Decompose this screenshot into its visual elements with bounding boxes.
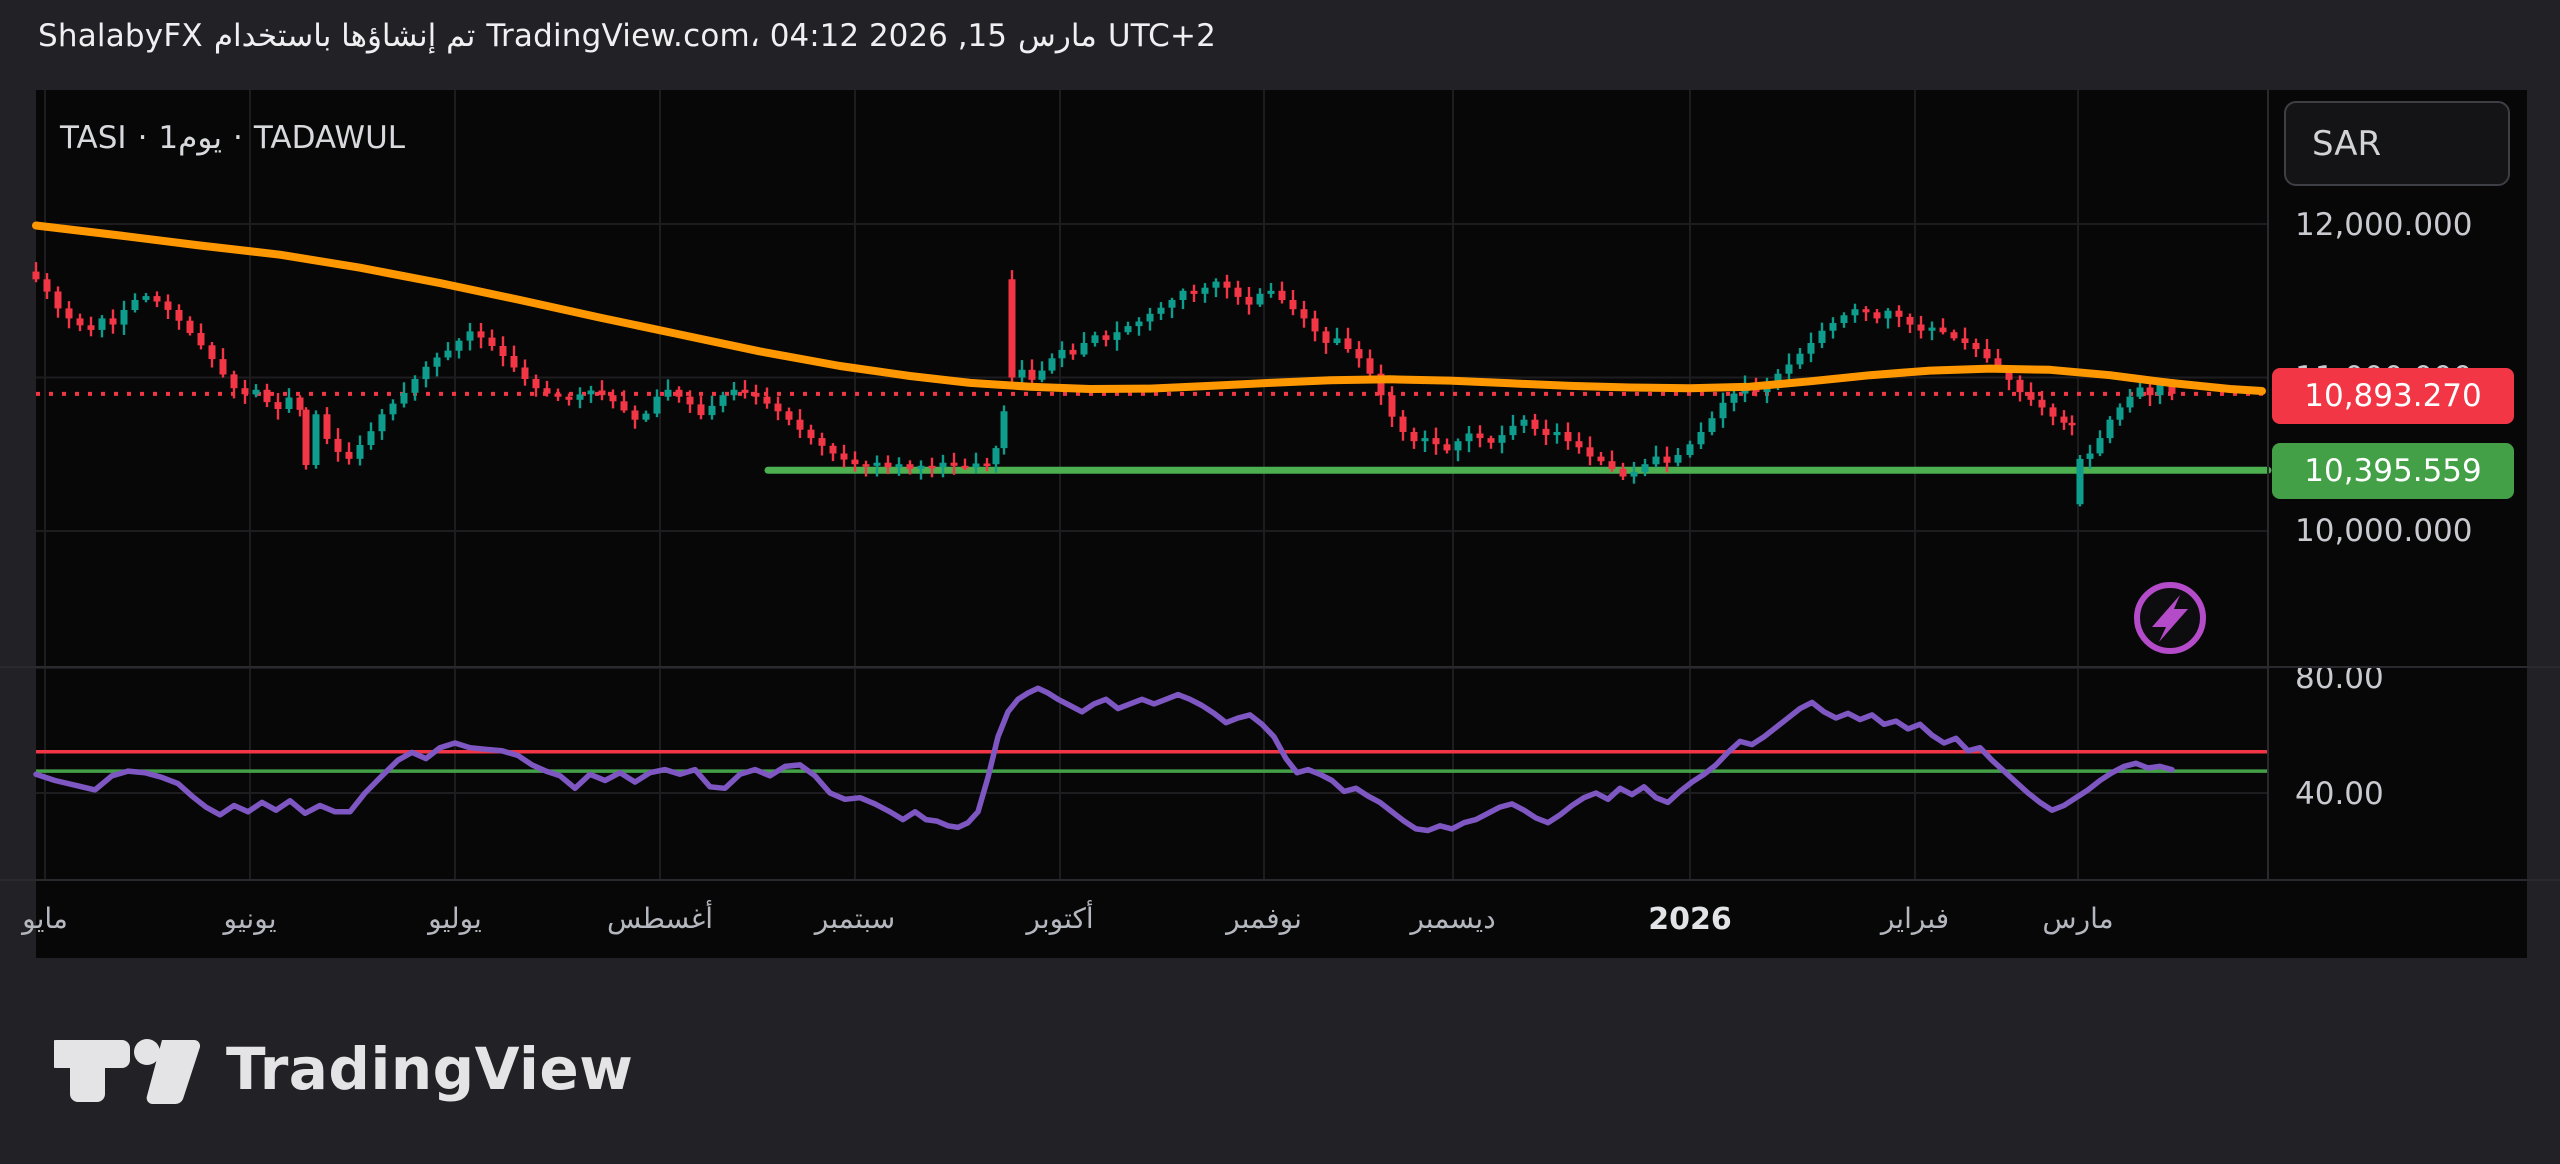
chart-canvas[interactable] bbox=[36, 90, 2527, 958]
price-tick-10000: 10,000.000 bbox=[2295, 513, 2473, 549]
tradingview-logo-icon bbox=[54, 1039, 201, 1105]
time-axis-label: مايو bbox=[22, 902, 68, 935]
last-price-label: 10,893.270 bbox=[2272, 368, 2514, 424]
time-axis-label: سبتمبر bbox=[814, 902, 896, 935]
legend-separator: · bbox=[233, 120, 243, 156]
time-axis-label: مارس bbox=[2042, 902, 2114, 935]
time-axis-label: 2026 bbox=[1648, 902, 1732, 937]
legend-separator: · bbox=[137, 120, 148, 156]
attribution-created-with: تم إنشاؤها باستخدام bbox=[213, 18, 476, 54]
time-axis-label: فبراير bbox=[1880, 902, 1950, 935]
tradingview-logo[interactable]: TradingView bbox=[54, 1032, 633, 1106]
attribution-month: مارس bbox=[1018, 18, 1097, 54]
time-axis-label: يونيو bbox=[223, 902, 277, 935]
time-axis-label: أكتوبر bbox=[1026, 902, 1094, 935]
symbol-legend: TASI · 1يوم · TADAWUL bbox=[60, 120, 405, 156]
currency-button[interactable]: SAR bbox=[2284, 101, 2510, 186]
time-axis-label: يوليو bbox=[428, 902, 482, 935]
time-axis-label: ديسمبر bbox=[1410, 902, 1496, 935]
rsi-tick-40: 40.00 bbox=[2295, 776, 2384, 812]
legend-interval: 1يوم bbox=[158, 120, 222, 156]
attribution-source-datetime: TradingView.com، 04:12 2026 ,15 bbox=[486, 18, 1008, 54]
price-tick-12000: 12,000.000 bbox=[2295, 207, 2473, 243]
time-axis-label: نوفمبر bbox=[1226, 902, 1302, 935]
legend-symbol: TASI bbox=[60, 120, 127, 156]
rsi-tick-80: 80.00 bbox=[2295, 668, 2384, 696]
attribution-timezone: UTC+2 bbox=[1107, 18, 1217, 54]
tradingview-logo-text: TradingView bbox=[226, 1035, 634, 1103]
currency-button-label: SAR bbox=[2312, 123, 2382, 164]
support-price-label: 10,395.559 bbox=[2272, 443, 2514, 499]
legend-exchange: TADAWUL bbox=[253, 120, 406, 156]
rsi-price-axis[interactable]: 80.00 40.00 bbox=[2268, 668, 2527, 879]
attribution-bar: ShalabyFX تم إنشاؤها باستخدام TradingVie… bbox=[38, 14, 1216, 58]
attribution-author: ShalabyFX bbox=[38, 18, 203, 54]
time-axis[interactable]: مايو يونيو يوليو أغسطس سبتمبر أكتوبر نوفمبر ديس… bbox=[22, 880, 2527, 958]
time-axis-label: أغسطس bbox=[606, 902, 714, 935]
